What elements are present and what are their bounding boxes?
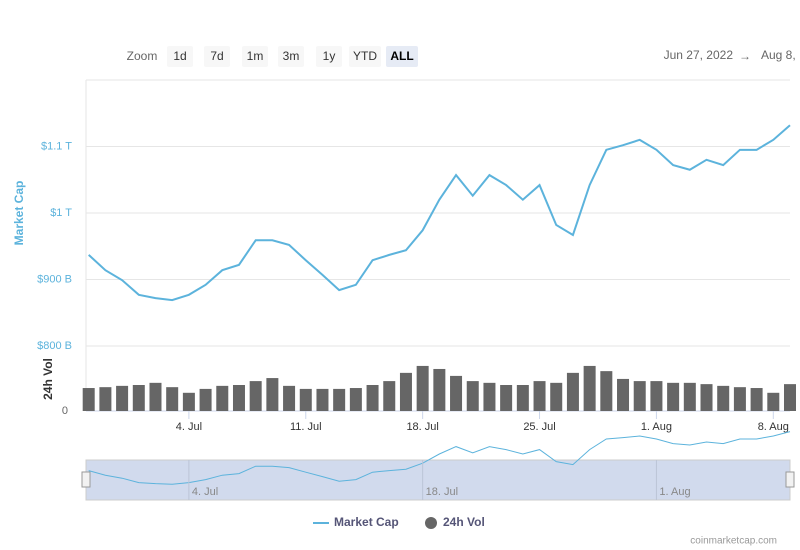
volume-bar — [550, 382, 563, 411]
zoom-button[interactable] — [242, 46, 268, 67]
y-tick-label: $1.1 T — [41, 140, 72, 152]
volume-bar — [667, 382, 680, 411]
x-tick-label: 25. Jul — [523, 421, 555, 433]
zoom-button-label[interactable]: 1m — [247, 49, 264, 63]
volume-bar — [249, 381, 262, 411]
volume-bar — [617, 378, 630, 411]
zoom-label: Zoom — [127, 49, 158, 63]
volume-bar — [516, 385, 529, 411]
volume-bar — [416, 365, 429, 411]
volume-bar — [316, 388, 329, 411]
navigator-line — [88, 431, 791, 485]
line — [88, 124, 791, 302]
volume-bar — [633, 381, 646, 411]
x-tick-label: 8. Aug — [758, 421, 789, 433]
volume-bar — [600, 371, 613, 411]
y2-tick-label: 0 — [62, 405, 68, 417]
volume-bar — [717, 385, 730, 411]
volume-bar — [299, 388, 312, 411]
zoom-button-label[interactable]: 3m — [283, 49, 300, 63]
volume-bar — [149, 382, 162, 411]
date-from: Jun 27, 2022 — [664, 48, 734, 62]
zoom-button[interactable] — [167, 46, 193, 67]
y2-axis-label: 24h Vol — [41, 358, 55, 400]
date-to: Aug 8, — [761, 48, 796, 62]
volume-bar — [199, 388, 212, 411]
y-axis-label: Market Cap — [12, 181, 26, 246]
volume-bar — [366, 385, 379, 411]
volume-bar — [99, 387, 112, 411]
volume-bar — [433, 368, 446, 411]
navigator-tick-label: 18. Jul — [426, 486, 458, 498]
x-tick-label: 1. Aug — [641, 421, 672, 433]
volume-bar — [583, 365, 596, 411]
y-tick-label: $900 B — [37, 273, 72, 285]
volume-bar — [683, 382, 696, 411]
volume-bar — [466, 381, 479, 411]
zoom-button[interactable] — [316, 46, 342, 67]
volume-bar — [483, 382, 496, 411]
credit: coinmarketcap.com — [690, 536, 777, 547]
volume-bar — [450, 375, 463, 411]
volume-bar — [566, 372, 579, 411]
zoom-button[interactable] — [386, 46, 418, 67]
volume-bar — [750, 388, 763, 411]
y-tick-label: $1 T — [50, 207, 72, 219]
volume-bar — [733, 387, 746, 411]
zoom-button-label[interactable]: 7d — [210, 49, 223, 63]
x-tick-label: 4. Jul — [176, 421, 202, 433]
navigator-handle[interactable] — [81, 471, 91, 488]
navigator-tick-label: 1. Aug — [659, 486, 690, 498]
zoom-button-label[interactable]: 1d — [173, 49, 186, 63]
volume-bar — [132, 385, 145, 411]
x-tick-label: 11. Jul — [290, 421, 322, 433]
volume-bar — [216, 385, 229, 411]
volume-bar — [383, 381, 396, 411]
volume-bar — [767, 392, 780, 411]
volume-bar — [650, 381, 663, 411]
zoom-button-label[interactable]: ALL — [390, 49, 413, 63]
legend-symbol — [425, 517, 437, 529]
y-tick-label: $800 B — [37, 340, 72, 352]
volume-bar — [283, 385, 296, 411]
volume-bar — [784, 384, 796, 411]
volume-bar — [333, 388, 346, 411]
navigator-handle[interactable] — [785, 471, 795, 488]
volume-bar — [349, 388, 362, 411]
volume-bar — [700, 384, 713, 411]
volume-bar — [82, 388, 95, 411]
volume-bar — [166, 387, 179, 411]
zoom-button-label[interactable]: YTD — [353, 49, 377, 63]
zoom-button-label[interactable]: 1y — [323, 49, 336, 63]
navigator-tick-label: 4. Jul — [192, 486, 218, 498]
legend-label[interactable]: 24h Vol — [443, 515, 485, 529]
volume-bar — [116, 385, 129, 411]
volume-bar — [182, 392, 195, 411]
volume-bar — [500, 385, 513, 411]
x-tick-label: 18. Jul — [406, 421, 438, 433]
volume-bar — [533, 381, 546, 411]
legend-label[interactable]: Market Cap — [334, 515, 399, 529]
zoom-button[interactable] — [204, 46, 230, 67]
date-arrow: → — [739, 49, 751, 63]
volume-bar — [232, 385, 245, 411]
volume-bar — [399, 372, 412, 411]
zoom-button[interactable] — [278, 46, 304, 67]
volume-bar — [266, 378, 279, 411]
zoom-button[interactable] — [349, 46, 381, 67]
